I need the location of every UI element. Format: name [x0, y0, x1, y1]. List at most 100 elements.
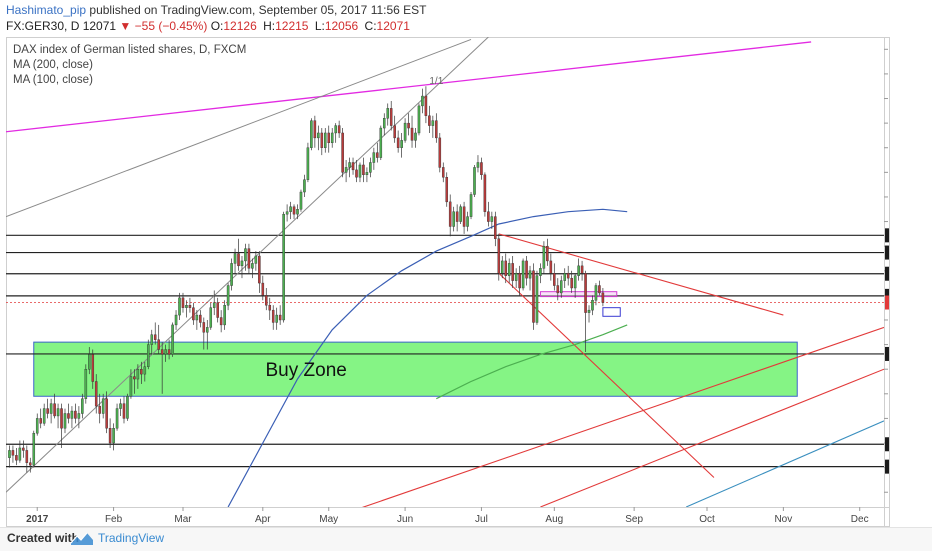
candle: [289, 201, 292, 220]
candle-body: [580, 265, 584, 274]
candle-body: [351, 162, 355, 171]
time-tick-label: Aug: [545, 514, 563, 525]
candle: [199, 310, 202, 328]
candle-body: [337, 125, 341, 134]
candle-body: [348, 162, 351, 168]
candle-body: [431, 120, 435, 126]
candle: [535, 270, 539, 325]
candle-body: [261, 282, 265, 296]
trend-line-pink: [6, 41, 812, 133]
candle-body: [258, 255, 261, 284]
candle: [153, 322, 157, 345]
level-label-bg: [885, 437, 889, 452]
candle: [532, 263, 535, 330]
candle-body: [84, 368, 88, 399]
candle-body: [296, 209, 299, 215]
candle-body: [39, 418, 42, 424]
candle-body: [382, 118, 386, 129]
candle-body: [18, 447, 22, 461]
candle-body: [25, 450, 29, 463]
candle: [580, 260, 584, 281]
candle-body: [251, 263, 254, 269]
candle-body: [115, 408, 119, 429]
candle-body: [160, 349, 164, 355]
candle-body: [140, 368, 143, 375]
candle-body: [594, 285, 598, 301]
candle-body: [369, 162, 372, 173]
low-value: 12056: [324, 19, 359, 33]
chart-frame: [6, 37, 890, 527]
candle-body: [344, 167, 348, 173]
candle-body: [289, 206, 292, 212]
candle-body: [192, 307, 195, 321]
candle-body: [362, 164, 365, 176]
candle: [372, 147, 376, 170]
candle: [514, 268, 518, 288]
candle: [382, 113, 386, 136]
candle-body: [136, 368, 140, 380]
candle: [313, 115, 317, 148]
candle: [334, 123, 337, 143]
blue-box: [602, 307, 621, 317]
last-price-text: 12071: [82, 19, 117, 33]
candle: [393, 115, 396, 143]
candle-body: [171, 324, 174, 355]
candle-body: [133, 376, 136, 380]
candle-body: [74, 410, 77, 419]
candle-body: [334, 125, 337, 134]
level-label-bg: [885, 228, 889, 243]
candle-body: [528, 270, 532, 279]
candle-body: [428, 115, 431, 126]
candle-body: [403, 122, 407, 141]
candle-body: [469, 194, 473, 217]
candle: [445, 172, 449, 207]
candle: [126, 393, 129, 421]
candle: [88, 347, 91, 375]
candle-body: [147, 344, 150, 367]
candle: [18, 440, 22, 463]
trend-line-red-up1: [361, 326, 884, 507]
candle-body: [94, 381, 98, 407]
candle: [386, 103, 390, 126]
candle-body: [129, 376, 133, 397]
candle: [271, 305, 275, 330]
candle-body: [195, 314, 199, 321]
trend-line-teal: [685, 420, 884, 507]
candle: [573, 273, 577, 298]
candle: [112, 423, 115, 451]
candle: [49, 398, 53, 424]
candle: [244, 243, 247, 271]
candle: [466, 211, 469, 232]
candle-body: [504, 260, 508, 276]
candle: [459, 204, 462, 225]
candle-body: [494, 216, 497, 239]
candle-body: [521, 260, 525, 289]
candle-body: [188, 305, 192, 308]
author-link[interactable]: Hashimato_pip: [6, 3, 87, 17]
ma200-line: [436, 324, 628, 400]
candle: [32, 430, 36, 468]
time-tick-label: Apr: [255, 514, 271, 525]
candle: [344, 160, 348, 183]
candle: [140, 361, 143, 384]
candle: [160, 342, 164, 394]
candle: [119, 398, 122, 416]
candle: [233, 248, 237, 274]
candle: [171, 322, 174, 357]
candle: [355, 160, 358, 183]
candle-body: [81, 398, 84, 414]
candle: [292, 204, 296, 220]
candle: [476, 155, 480, 173]
candle-body: [532, 270, 535, 323]
candle-body: [435, 120, 438, 139]
candle: [310, 118, 313, 151]
candle: [91, 349, 95, 389]
candle-body: [459, 206, 462, 222]
candle-body: [226, 285, 230, 306]
candle: [438, 132, 442, 173]
tradingview-brand-link[interactable]: TradingView: [98, 531, 165, 545]
candle: [115, 403, 119, 431]
candle: [39, 408, 42, 429]
